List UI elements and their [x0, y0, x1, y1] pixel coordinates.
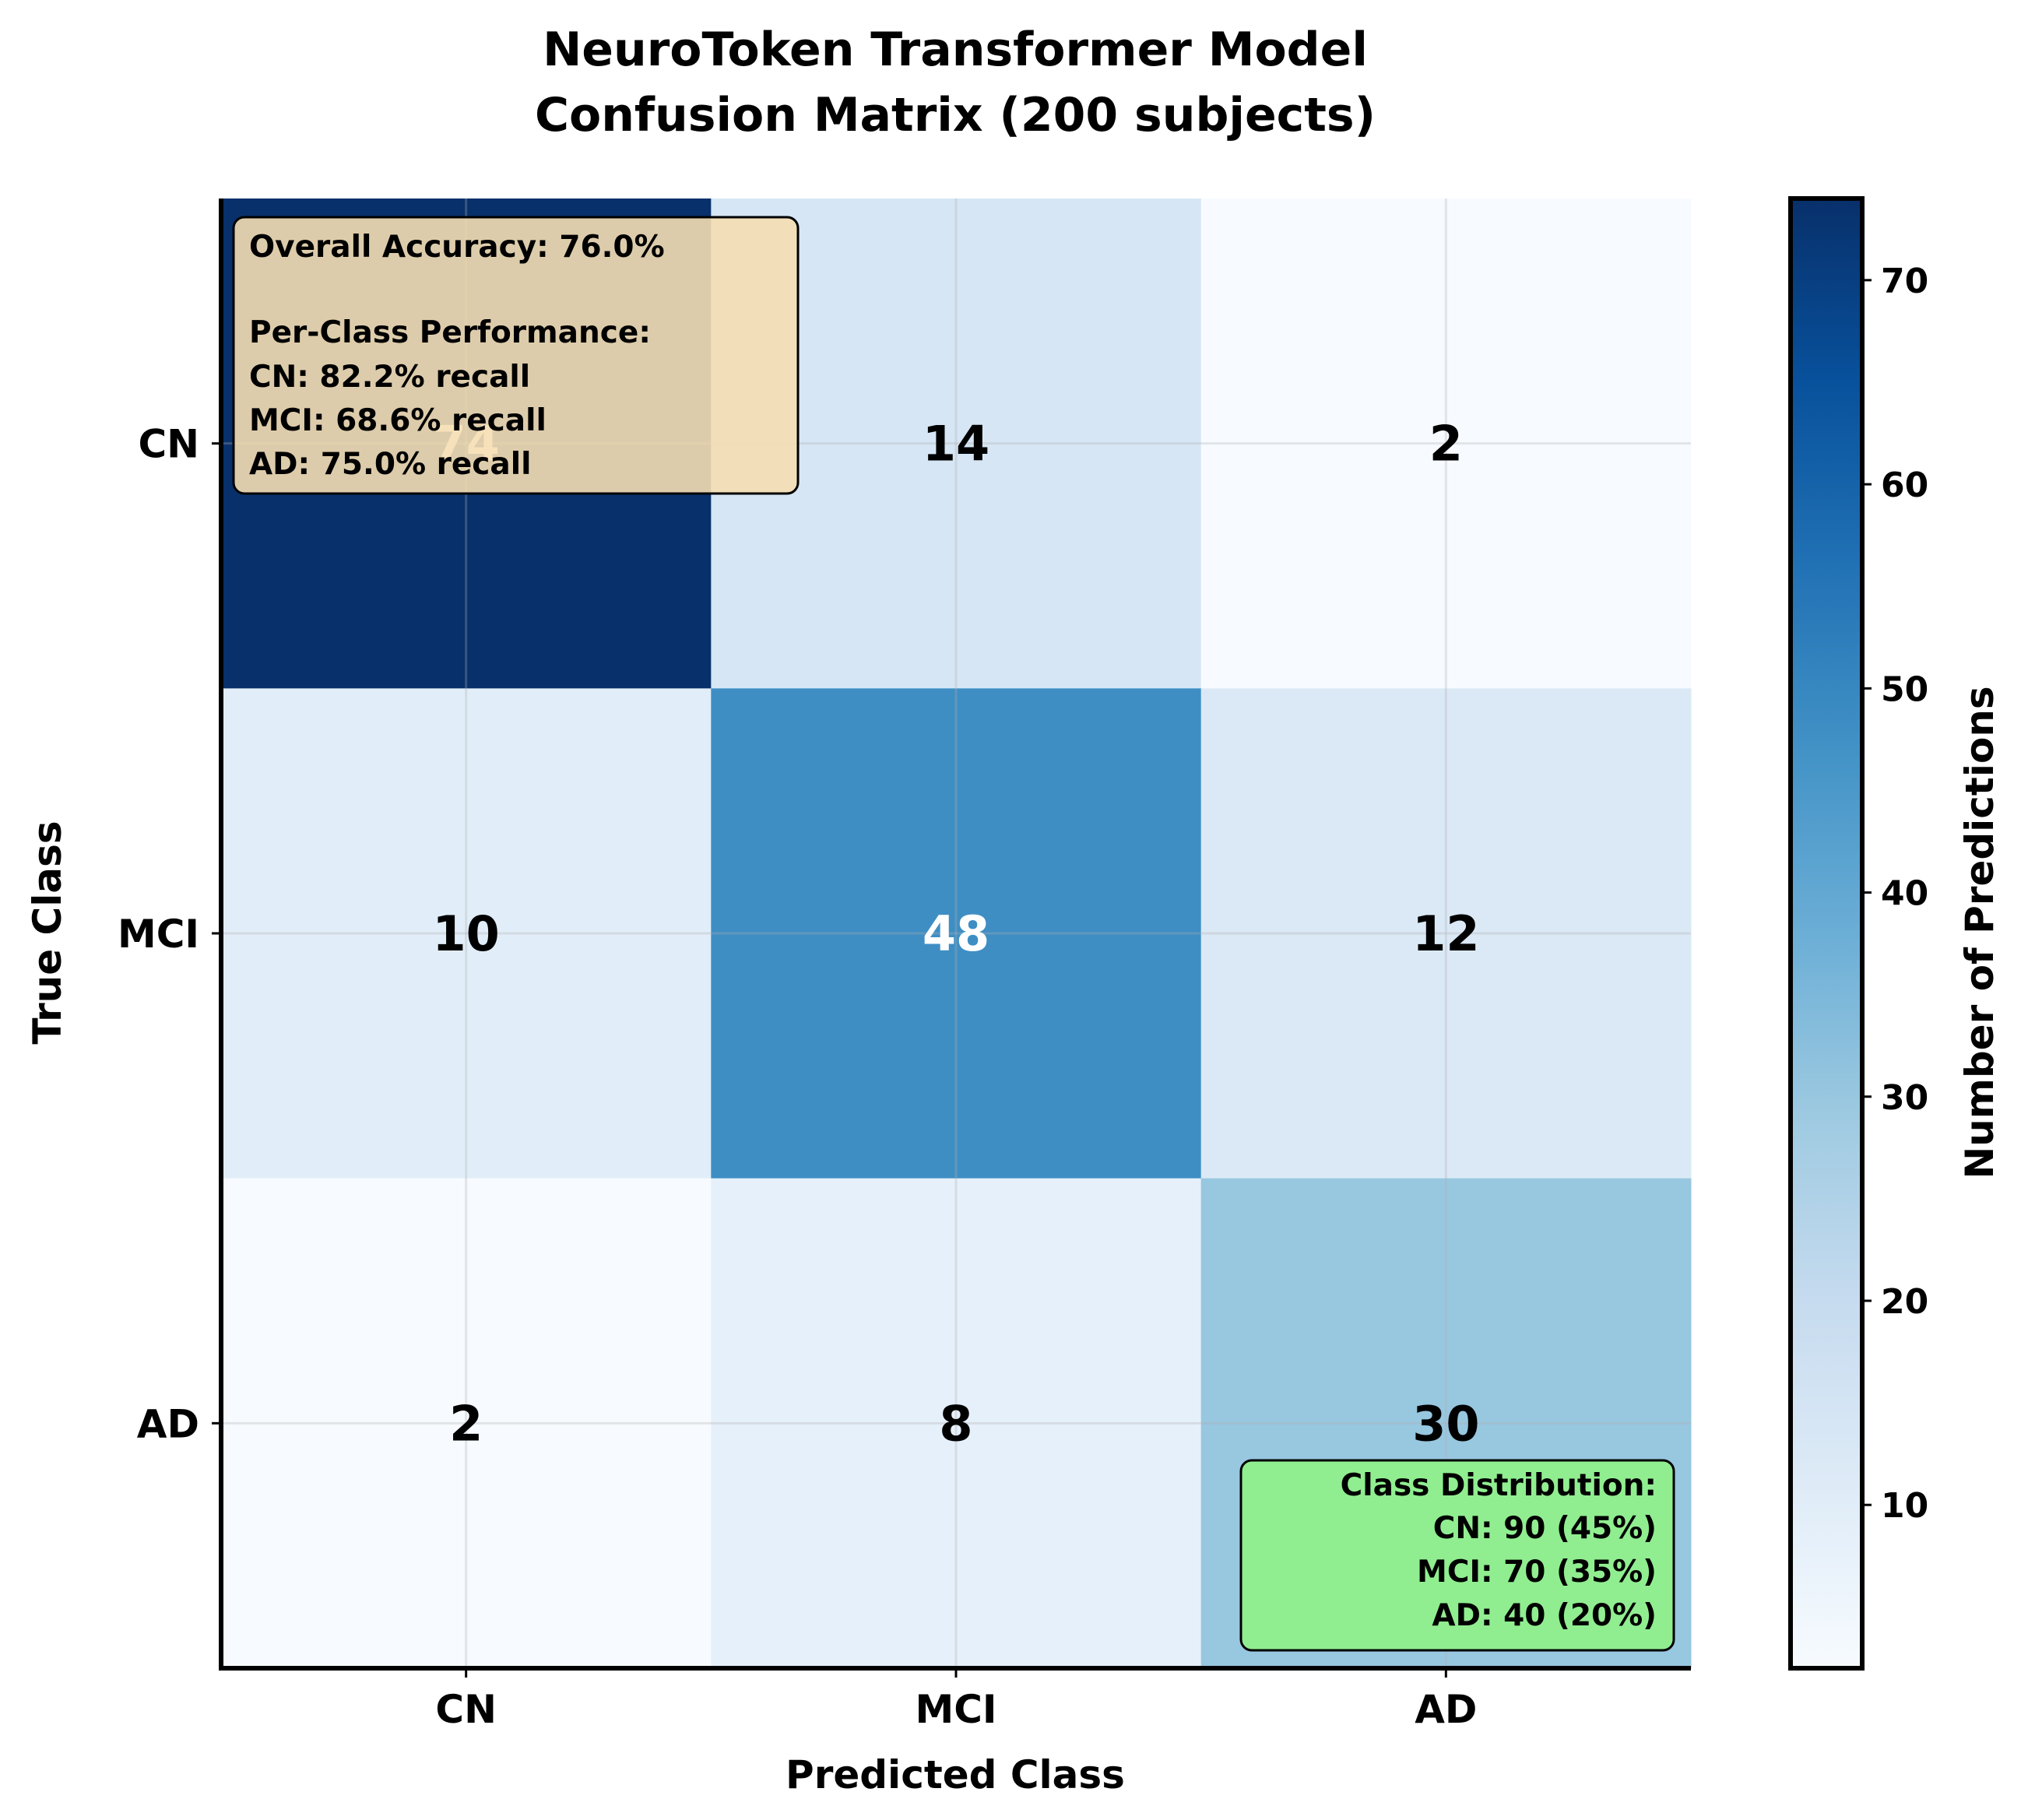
colorbar-tick-label: 50	[1881, 669, 1928, 709]
y-tick-label-mci: MCI	[118, 912, 199, 957]
summary-line-ad-recall: AD: 75.0% recall	[249, 447, 531, 482]
cell-value-ad-cn: 2	[449, 1395, 483, 1452]
distribution-line-ad: AD: 40 (20%)	[1432, 1598, 1657, 1633]
summary-box-background	[232, 216, 800, 495]
colorbar-tick-label: 20	[1881, 1282, 1928, 1322]
chart-title-line-1: NeuroToken Transformer Model	[543, 23, 1368, 77]
colorbar-tick-label: 10	[1881, 1486, 1928, 1526]
distribution-line-heading: Class Distribution:	[1341, 1468, 1657, 1503]
x-tick-label-ad: AD	[1415, 1687, 1477, 1732]
cell-value-mci-mci: 48	[923, 905, 989, 962]
colorbar: 10 20 30 40 50 60 70 Number of Predictions	[1788, 196, 2002, 1671]
summary-line-accuracy: Overall Accuracy: 76.0%	[249, 230, 665, 265]
colorbar-gradient	[1788, 196, 1865, 1671]
colorbar-label: Number of Predictions	[1957, 686, 2002, 1179]
x-tick-label-cn: CN	[435, 1687, 497, 1732]
distribution-box-background	[1239, 1459, 1675, 1652]
cell-mci-ad	[1200, 688, 1692, 1179]
x-tick-label-mci: MCI	[915, 1687, 996, 1732]
y-axis-label: True Class	[25, 820, 70, 1044]
x-axis-label: Predicted Class	[786, 1752, 1125, 1797]
axis-ticks: CN MCI AD CN MCI AD	[118, 422, 1477, 1732]
summary-box: Overall Accuracy: 76.0% Per-Class Perfor…	[232, 216, 800, 495]
cell-mci-cn	[221, 688, 712, 1179]
summary-line-mci-recall: MCI: 68.6% recall	[249, 403, 547, 438]
y-tick-label-cn: CN	[138, 422, 199, 467]
cell-mci-mci	[711, 688, 1202, 1179]
cell-value-ad-ad: 30	[1412, 1395, 1479, 1452]
cell-value-ad-mci: 8	[939, 1395, 972, 1452]
cell-value-cn-mci: 14	[923, 416, 989, 473]
colorbar-tick-label: 30	[1881, 1078, 1928, 1118]
y-tick-label-ad: AD	[137, 1401, 199, 1446]
summary-line-heading: Per-Class Performance:	[249, 315, 651, 350]
cell-ad-mci	[711, 1178, 1202, 1669]
cell-value-mci-ad: 12	[1412, 905, 1479, 962]
colorbar-ticks: 10 20 30 40 50 60 70	[1862, 262, 1928, 1526]
cell-cn-ad	[1200, 199, 1692, 689]
colorbar-tick-label: 70	[1881, 262, 1928, 301]
chart-title-line-2: Confusion Matrix (200 subjects)	[535, 88, 1376, 142]
cell-ad-cn	[221, 1178, 712, 1669]
summary-line-cn-recall: CN: 82.2% recall	[249, 360, 530, 395]
distribution-line-mci: MCI: 70 (35%)	[1417, 1555, 1657, 1590]
colorbar-tick-label: 40	[1881, 874, 1928, 914]
cell-value-cn-ad: 2	[1429, 416, 1463, 473]
distribution-box: Class Distribution: CN: 90 (45%) MCI: 70…	[1239, 1459, 1675, 1652]
colorbar-tick-label: 60	[1881, 466, 1928, 505]
cell-value-mci-cn: 10	[433, 905, 500, 962]
heatmap-cells	[221, 199, 1692, 1669]
distribution-line-cn: CN: 90 (45%)	[1433, 1511, 1657, 1546]
